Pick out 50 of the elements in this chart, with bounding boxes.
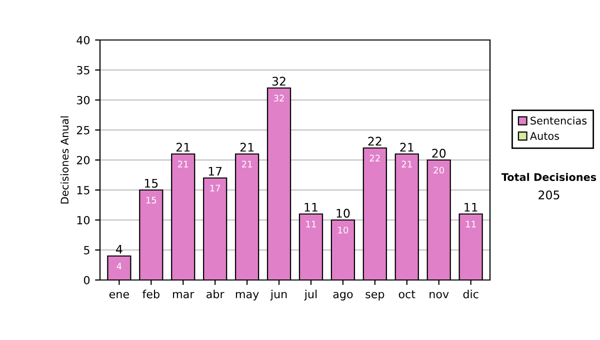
data-label: 20: [434, 166, 444, 174]
data-label: 10: [338, 226, 348, 234]
data-label: 21: [178, 160, 188, 168]
y-axis-title: Decisiones Anual: [60, 116, 69, 204]
y-tick-label: 35: [76, 66, 90, 74]
x-tick-label: feb: [142, 290, 160, 298]
total-label: 11: [464, 202, 478, 212]
x-tick-label: ago: [333, 292, 353, 300]
y-tick-label: 15: [77, 186, 90, 194]
total-label: 21: [240, 142, 254, 152]
data-label: 17: [210, 184, 220, 192]
x-tick-label: jun: [270, 290, 287, 300]
data-label: 32: [274, 94, 284, 102]
x-tick-label: may: [236, 292, 259, 300]
data-label: 11: [306, 220, 316, 228]
y-tick-label: 10: [77, 216, 90, 224]
x-tick-label: ene: [109, 292, 129, 298]
total-label: 22: [368, 136, 382, 146]
y-tick-label: 25: [76, 126, 90, 134]
text: Total Decisiones: [501, 172, 596, 182]
y-tick-label: 5: [84, 246, 90, 254]
total-label: 11: [304, 202, 318, 212]
data-label: 22: [370, 154, 380, 162]
total-label: 10: [336, 208, 350, 218]
y-tick-label: 30: [76, 96, 90, 104]
y-tick-label: 0: [84, 276, 90, 284]
y-tick-label: 40: [76, 36, 90, 44]
y-tick-label: 20: [76, 156, 90, 164]
x-tick-label: abr: [206, 290, 224, 298]
data-label: 15: [146, 196, 156, 204]
total-label: 32: [272, 76, 286, 86]
total-label: 17: [208, 166, 222, 176]
total-label: 21: [400, 142, 414, 152]
data-label: 21: [402, 160, 412, 168]
data-label: 21: [242, 160, 252, 168]
total-label: 21: [176, 142, 190, 152]
x-tick-label: oct: [398, 290, 416, 298]
total-label: 4: [116, 244, 122, 254]
x-tick-label: mar: [173, 292, 194, 298]
legend-label: Sentencias: [530, 116, 587, 125]
legend-label: Autos: [530, 132, 560, 140]
x-tick-label: nov: [430, 292, 449, 298]
data-label: 11: [466, 220, 476, 228]
x-tick-label: dic: [463, 290, 478, 298]
data-label: 4: [116, 262, 122, 270]
text: 205: [538, 190, 560, 200]
total-label: 20: [432, 148, 446, 158]
x-tick-label: jul: [304, 290, 317, 300]
total-label: 15: [144, 178, 158, 188]
x-tick-label: sep: [366, 292, 384, 300]
